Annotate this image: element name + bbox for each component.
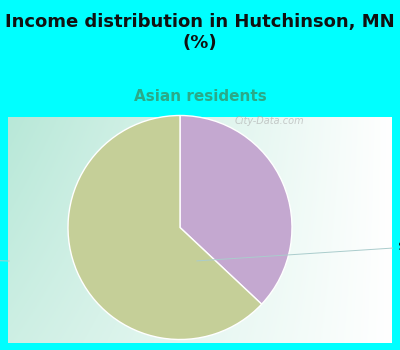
Wedge shape (68, 116, 262, 340)
Text: City-Data.com: City-Data.com (235, 116, 304, 126)
Text: Income distribution in Hutchinson, MN
(%): Income distribution in Hutchinson, MN (%… (5, 13, 395, 52)
Wedge shape (180, 116, 292, 304)
Text: $125k: $125k (0, 251, 9, 264)
Text: $100k: $100k (197, 240, 400, 261)
Text: Asian residents: Asian residents (134, 89, 266, 104)
